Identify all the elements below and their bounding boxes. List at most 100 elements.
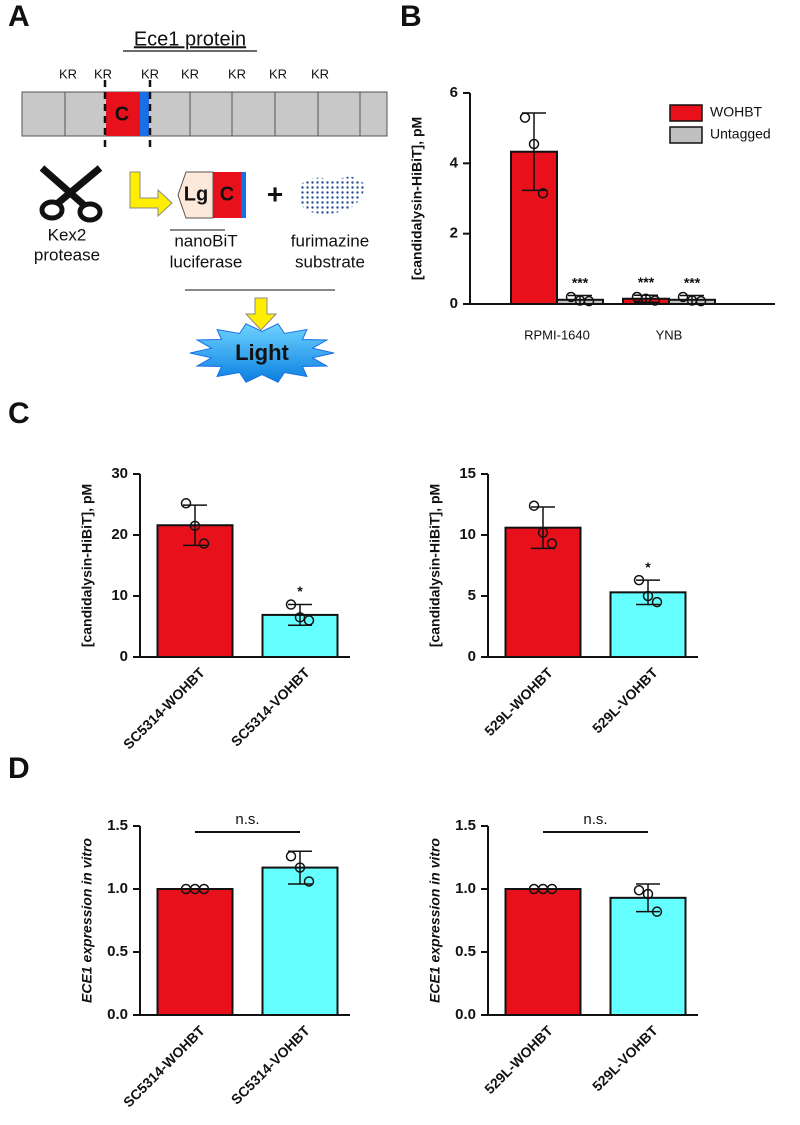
c-label: C [220,183,234,205]
y-tick-label: 6 [450,84,458,101]
arrow [129,171,173,218]
light-label: Light [235,340,289,365]
tag-fragment [241,172,246,218]
peptide-segment [106,92,140,136]
significance: * [645,559,651,575]
data-point [651,906,663,917]
data-point [528,138,540,150]
data-point [198,883,210,895]
y-tick-label: 0.0 [455,1006,476,1023]
kr-label: KR [269,66,287,81]
bar [156,888,234,1016]
lg-label: Lg [184,183,208,205]
significance: n.s. [235,811,259,828]
y-axis-label: [candidalysin-HiBiT], pM [409,117,425,280]
significance: * [297,583,303,599]
substrate-label: furimazine [291,231,369,250]
data-point [303,876,315,887]
data-point [189,520,201,532]
significance: *** [572,274,589,290]
kr-label: KR [94,66,112,81]
protein-title: Ece1 protein [134,28,246,50]
protein-bar [21,91,388,137]
significance: *** [684,274,701,290]
y-axis-label: [candidalysin-HiBiT], pM [79,484,95,647]
data-point [677,291,689,303]
tag-segment [140,92,149,136]
data-point [180,498,192,509]
y-tick-label: 10 [111,587,128,604]
y-tick-label: 1.0 [455,880,476,897]
x-tick-label: SC5314-WOHBT [120,664,208,752]
x-tick-label: SC5314-VOHBT [228,664,313,749]
kr-label: KR [141,66,159,81]
segment-dividers [64,92,361,136]
bar [156,524,234,658]
data-point [695,295,707,307]
y-tick-label: 0 [450,295,458,312]
legend-label: Untagged [710,126,771,142]
significance: *** [638,274,655,290]
scissors-icon [39,165,103,223]
y-tick-label: 1.5 [107,817,128,834]
substrate-icon [298,176,365,214]
data-point [583,295,595,307]
x-tick-label: 529L-VOHBT [589,664,661,736]
y-tick-label: 5 [468,587,476,604]
kr-label: KR [228,66,246,81]
plus: + [267,178,283,209]
y-tick-label: 0.5 [455,943,476,960]
significance: n.s. [583,811,607,828]
arrow [244,297,278,331]
diagram: Ece1 protein KR KR KR KR KR KR KR C Kex2… [21,28,388,383]
y-axis-label: ECE1 expression in vitro [79,838,95,1003]
data-point [633,885,645,896]
kr-label: KR [59,66,77,81]
y-tick-label: 30 [111,465,128,482]
x-tick-label: 529L-WOHBT [481,1022,556,1097]
panel-label: C [8,397,30,430]
substrate-label: substrate [295,252,365,271]
y-tick-label: 15 [459,465,476,482]
data-point [565,291,577,303]
y-tick-label: 0.0 [107,1006,128,1023]
x-tick-label: 529L-VOHBT [589,1022,661,1094]
y-tick-label: 20 [111,526,128,543]
bar [261,866,339,1017]
y-tick-label: 0.5 [107,943,128,960]
data-point [294,612,306,623]
light-burst [189,323,335,383]
legend-label: WOHBT [710,104,763,120]
peptide-fragment [213,172,241,218]
y-axis-label: [candidalysin-HiBiT], pM [427,484,443,647]
x-tick-label: YNB [656,327,683,342]
x-tick-label: RPMI-1640 [524,327,590,342]
protease-label: Kex2 [48,225,87,244]
data-point [537,187,549,199]
protease-label: protease [34,245,100,264]
data-point [642,590,654,602]
legend-swatch [669,126,703,144]
x-tick-label: 529L-WOHBT [481,664,556,739]
data-point [546,538,558,549]
data-point [633,574,645,586]
y-tick-label: 1.5 [455,817,476,834]
y-tick-label: 0 [120,648,128,665]
y-tick-label: 4 [450,154,459,171]
data-point [294,862,306,873]
data-point [651,596,663,608]
data-point [285,599,297,610]
data-point [303,615,315,626]
y-tick-label: 2 [450,225,458,242]
panel-label: A [8,0,30,33]
bar [504,888,582,1016]
luciferase-label: luciferase [170,252,243,271]
panel-label: B [400,0,422,33]
data-point [285,850,297,862]
x-tick-label: SC5314-WOHBT [120,1022,208,1110]
legend-swatch [669,104,703,122]
data-point [649,295,661,306]
y-tick-label: 10 [459,526,476,543]
data-point [198,538,210,549]
